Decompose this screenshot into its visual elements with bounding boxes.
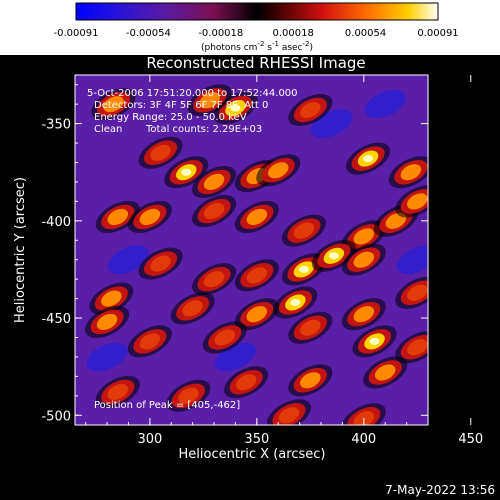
plot-frame (74, 74, 429, 426)
heatmap-source-core (278, 407, 300, 424)
annotation-time-range: 5-Oct-2006 17:51:20.000 to 17:52:44.000 (87, 88, 298, 99)
colorbar-tick-label: -0.00018 (198, 28, 243, 39)
annotation-detectors: Detectors: 3F 4F 5F 6F 7F 8F, Att 0 (94, 100, 268, 111)
heatmap-source-core (96, 313, 118, 330)
heatmap-source-core (107, 208, 129, 225)
heatmap-source-core (107, 383, 129, 400)
x-axis-ticks: 300 350 400 450 (85, 75, 483, 447)
heatmap-source-core (353, 306, 375, 323)
heatmap-source-peak (298, 265, 309, 273)
colorbar-tick-label: 0.00018 (273, 28, 314, 39)
heatmap-source-core (267, 162, 289, 179)
x-axis-label: Heliocentric X (arcsec) (179, 447, 326, 462)
annotation-peak-position: Position of Peak = [405,-462] (94, 400, 240, 411)
heatmap-source-core (182, 300, 203, 317)
heatmap-source-peak (230, 104, 241, 112)
y-axis-ticks: -350 -400 -450 -500 (41, 84, 428, 424)
heatmap-source-peak (290, 299, 301, 306)
heatmap-source-core (101, 290, 122, 307)
heatmap-source-core (385, 212, 407, 229)
heatmap-source-core (353, 228, 375, 245)
colorbar-tick-label: 0.00054 (345, 28, 386, 39)
heatmap-source-core (353, 251, 375, 268)
y-axis-label: Heliocentric Y (arcsec) (13, 177, 28, 323)
heatmap-source-core (139, 208, 161, 225)
x-tick-label: 300 (137, 432, 162, 447)
heatmap-source-core (178, 387, 199, 404)
heatmap-source-core (150, 144, 171, 161)
heatmap-source-core (203, 271, 225, 288)
heatmap-source-peak (369, 337, 380, 345)
heatmap-source-core (214, 329, 236, 346)
x-tick-label: 450 (458, 432, 483, 447)
heatmap-source-core (203, 203, 225, 220)
y-tick-label: -350 (41, 118, 71, 133)
heatmap-source-core (203, 173, 225, 190)
colorbar-ticks: -0.00091 -0.00054 -0.00018 0.00018 0.00054 0.… (54, 28, 459, 39)
heatmap-image (75, 75, 428, 425)
heatmap-source-core (407, 193, 428, 210)
heatmap-source-core (400, 164, 422, 181)
heatmap-source-peak (181, 168, 192, 176)
colorbar: -0.00091 -0.00054 -0.00018 0.00018 0.00054 0.… (54, 2, 459, 53)
annotation-total-counts: Total counts: 2.29E+03 (145, 124, 262, 135)
heatmap-source-core (300, 372, 321, 389)
heatmap-source-core (139, 333, 161, 350)
y-tick-label: -400 (41, 215, 71, 230)
heatmap-source-core (246, 267, 268, 284)
heatmap-source-core (199, 92, 221, 109)
colorbar-tick-label: -0.00054 (126, 28, 171, 39)
x-tick-label: 350 (244, 432, 269, 447)
footer-timestamp: 7-May-2022 13:56 (385, 483, 495, 497)
heatmap-source-core (150, 255, 171, 272)
heatmap-source-core (246, 208, 268, 225)
x-tick-label: 400 (351, 432, 376, 447)
colorbar-tick-label: 0.00091 (417, 28, 458, 39)
annotation-energy-range: Energy Range: 25.0 - 50.0 keV (94, 112, 247, 123)
y-tick-label: -450 (41, 312, 71, 327)
heatmap-valley (107, 245, 150, 275)
heatmap-valley (86, 342, 128, 372)
heatmap-source-core (374, 364, 396, 381)
chart-title: Reconstructed RHESSI Image (146, 54, 365, 72)
colorbar-tick-label: -0.00091 (54, 28, 99, 39)
heatmap-source-core (300, 319, 321, 336)
heatmap-source-peak (363, 155, 374, 163)
heatmap-source-core (235, 374, 257, 391)
colorbar-gradient (75, 2, 439, 21)
y-tick-label: -500 (41, 409, 71, 424)
heatmap-valley (364, 89, 406, 119)
colorbar-units: (photons cm-2 s-1 asec-2) (201, 40, 313, 53)
heatmap-source-core (407, 284, 428, 301)
heatmap-source-core (407, 339, 428, 356)
heatmap-source-core (293, 222, 315, 239)
heatmap-marks (85, 84, 428, 425)
heatmap-source-core (103, 96, 124, 113)
heatmap-source-core (246, 306, 268, 323)
annotation-clean: Clean (94, 124, 122, 135)
heatmap-source-core (300, 101, 321, 119)
heatmap-source-peak (328, 252, 339, 260)
